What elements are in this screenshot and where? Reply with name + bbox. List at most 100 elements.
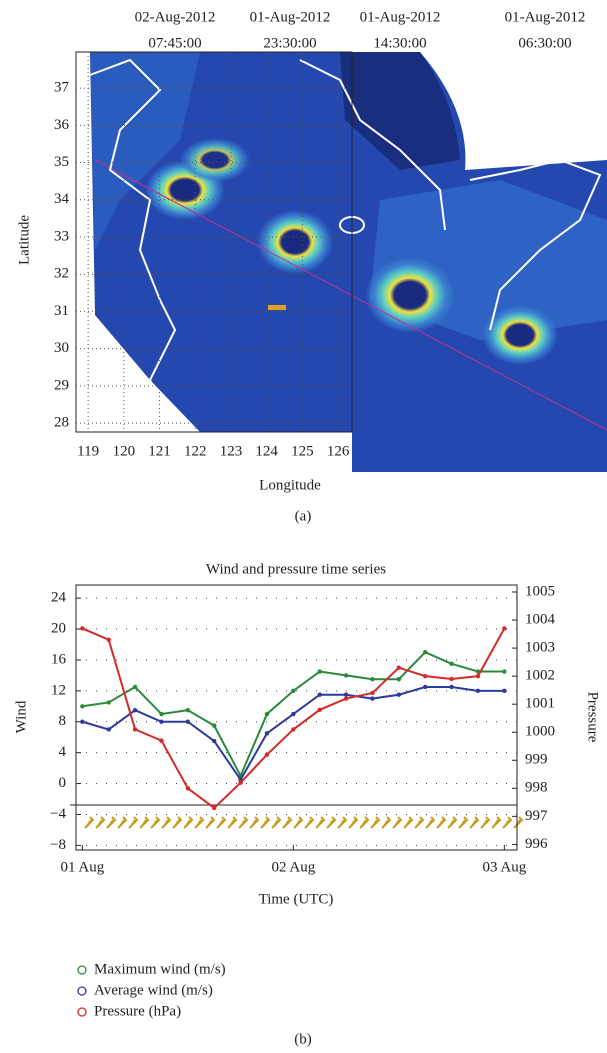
timestamp-date: 01-Aug-2012 <box>505 9 586 25</box>
barb <box>282 816 293 829</box>
data-point <box>475 688 481 694</box>
barb <box>183 816 194 829</box>
data-point <box>343 673 349 678</box>
data-point <box>291 688 296 694</box>
data-point <box>449 676 454 682</box>
y2-tick-label: 998 <box>525 780 548 796</box>
data-point <box>343 692 349 697</box>
y2-axis-label: Pressure <box>585 692 601 743</box>
y2-tick-label: 1004 <box>525 611 556 627</box>
y2-tick-label: 1002 <box>525 668 555 684</box>
chart-title: Wind and pressure time series <box>206 561 386 577</box>
y2-tick-label: 997 <box>525 808 548 824</box>
wind-barbs <box>84 816 524 829</box>
data-point <box>317 692 322 697</box>
caption: (a) <box>295 508 312 524</box>
y-tick-label: 28 <box>54 415 69 431</box>
data-point <box>423 650 428 655</box>
barb <box>260 816 271 829</box>
data-point <box>185 719 191 724</box>
y-tick-label: 29 <box>54 377 69 393</box>
timestamp-time: 06:30:00 <box>518 35 571 51</box>
legend-marker <box>77 1007 87 1017</box>
data-point <box>396 677 402 682</box>
y-tick-label: 16 <box>51 651 67 667</box>
legend-marker <box>77 965 87 975</box>
y-tick-label: 36 <box>54 117 70 133</box>
barb <box>392 816 403 829</box>
data-point <box>502 688 507 694</box>
data-point <box>264 711 270 717</box>
data-point <box>212 805 217 811</box>
x-tick-label: 120 <box>113 443 136 459</box>
data-point <box>396 665 402 670</box>
barb <box>436 816 447 829</box>
y-tick-label: −8 <box>50 837 66 853</box>
data-point <box>159 719 164 724</box>
legend-label: Maximum wind (m/s) <box>94 961 226 977</box>
barb <box>315 816 326 829</box>
data-point <box>264 731 270 736</box>
barb <box>425 816 436 829</box>
timestamp-date: 01-Aug-2012 <box>360 9 441 25</box>
barb <box>271 816 282 829</box>
y-tick-label: 4 <box>59 744 67 760</box>
x-tick-label: 124 <box>255 443 278 459</box>
timestamp-time: 07:45:00 <box>148 35 201 51</box>
y-tick-label: 12 <box>51 682 66 698</box>
data-point <box>370 677 375 682</box>
data-point <box>423 673 428 679</box>
barb <box>381 816 392 829</box>
data-point <box>475 673 481 679</box>
data-point <box>159 738 164 743</box>
data-point <box>80 704 85 709</box>
y2-tick-label: 1005 <box>525 583 555 599</box>
x-tick-label: 121 <box>148 443 171 459</box>
y-tick-label: 33 <box>54 228 69 244</box>
y-tick-label: 32 <box>54 266 69 282</box>
barb <box>480 816 491 829</box>
data-point <box>106 637 111 642</box>
y-tick-label: 30 <box>54 340 69 356</box>
data-point <box>370 696 375 701</box>
data-point <box>449 684 454 690</box>
barb <box>458 816 469 829</box>
barb <box>117 816 128 829</box>
barb <box>194 816 205 829</box>
y-tick-label: −4 <box>50 806 66 822</box>
barb <box>238 816 249 829</box>
y2-tick-label: 1001 <box>525 696 555 712</box>
legend-label: Pressure (hPa) <box>94 1003 181 1019</box>
barb <box>337 816 348 829</box>
y-tick-label: 37 <box>54 80 70 96</box>
x-tick-label: 126 <box>327 443 350 459</box>
barb <box>150 816 161 829</box>
data-point <box>106 700 111 705</box>
data-point <box>159 711 164 717</box>
y-axis-label: Latitude <box>16 215 32 265</box>
data-point <box>212 738 217 744</box>
y-tick-label: 35 <box>54 154 69 170</box>
data-point <box>317 707 322 712</box>
barb <box>95 816 106 829</box>
barb <box>106 816 117 829</box>
barb <box>216 816 227 829</box>
legend-label: Average wind (m/s) <box>94 982 213 998</box>
y-axis-label: Wind <box>13 700 29 733</box>
y-tick-label: 8 <box>59 713 67 729</box>
x-tick-label: 119 <box>77 443 99 459</box>
x-tick-label: 123 <box>220 443 243 459</box>
radar-image <box>89 52 607 472</box>
data-point <box>423 684 428 690</box>
barb <box>326 816 337 829</box>
barb <box>359 816 370 829</box>
y-tick-label: 20 <box>51 620 66 636</box>
data-point <box>502 626 507 631</box>
x-tick-label: 122 <box>184 443 207 459</box>
data-point <box>291 711 296 717</box>
data-point <box>317 669 322 674</box>
barb <box>502 816 513 829</box>
x-tick-label: 125 <box>291 443 314 459</box>
barb <box>172 816 183 829</box>
